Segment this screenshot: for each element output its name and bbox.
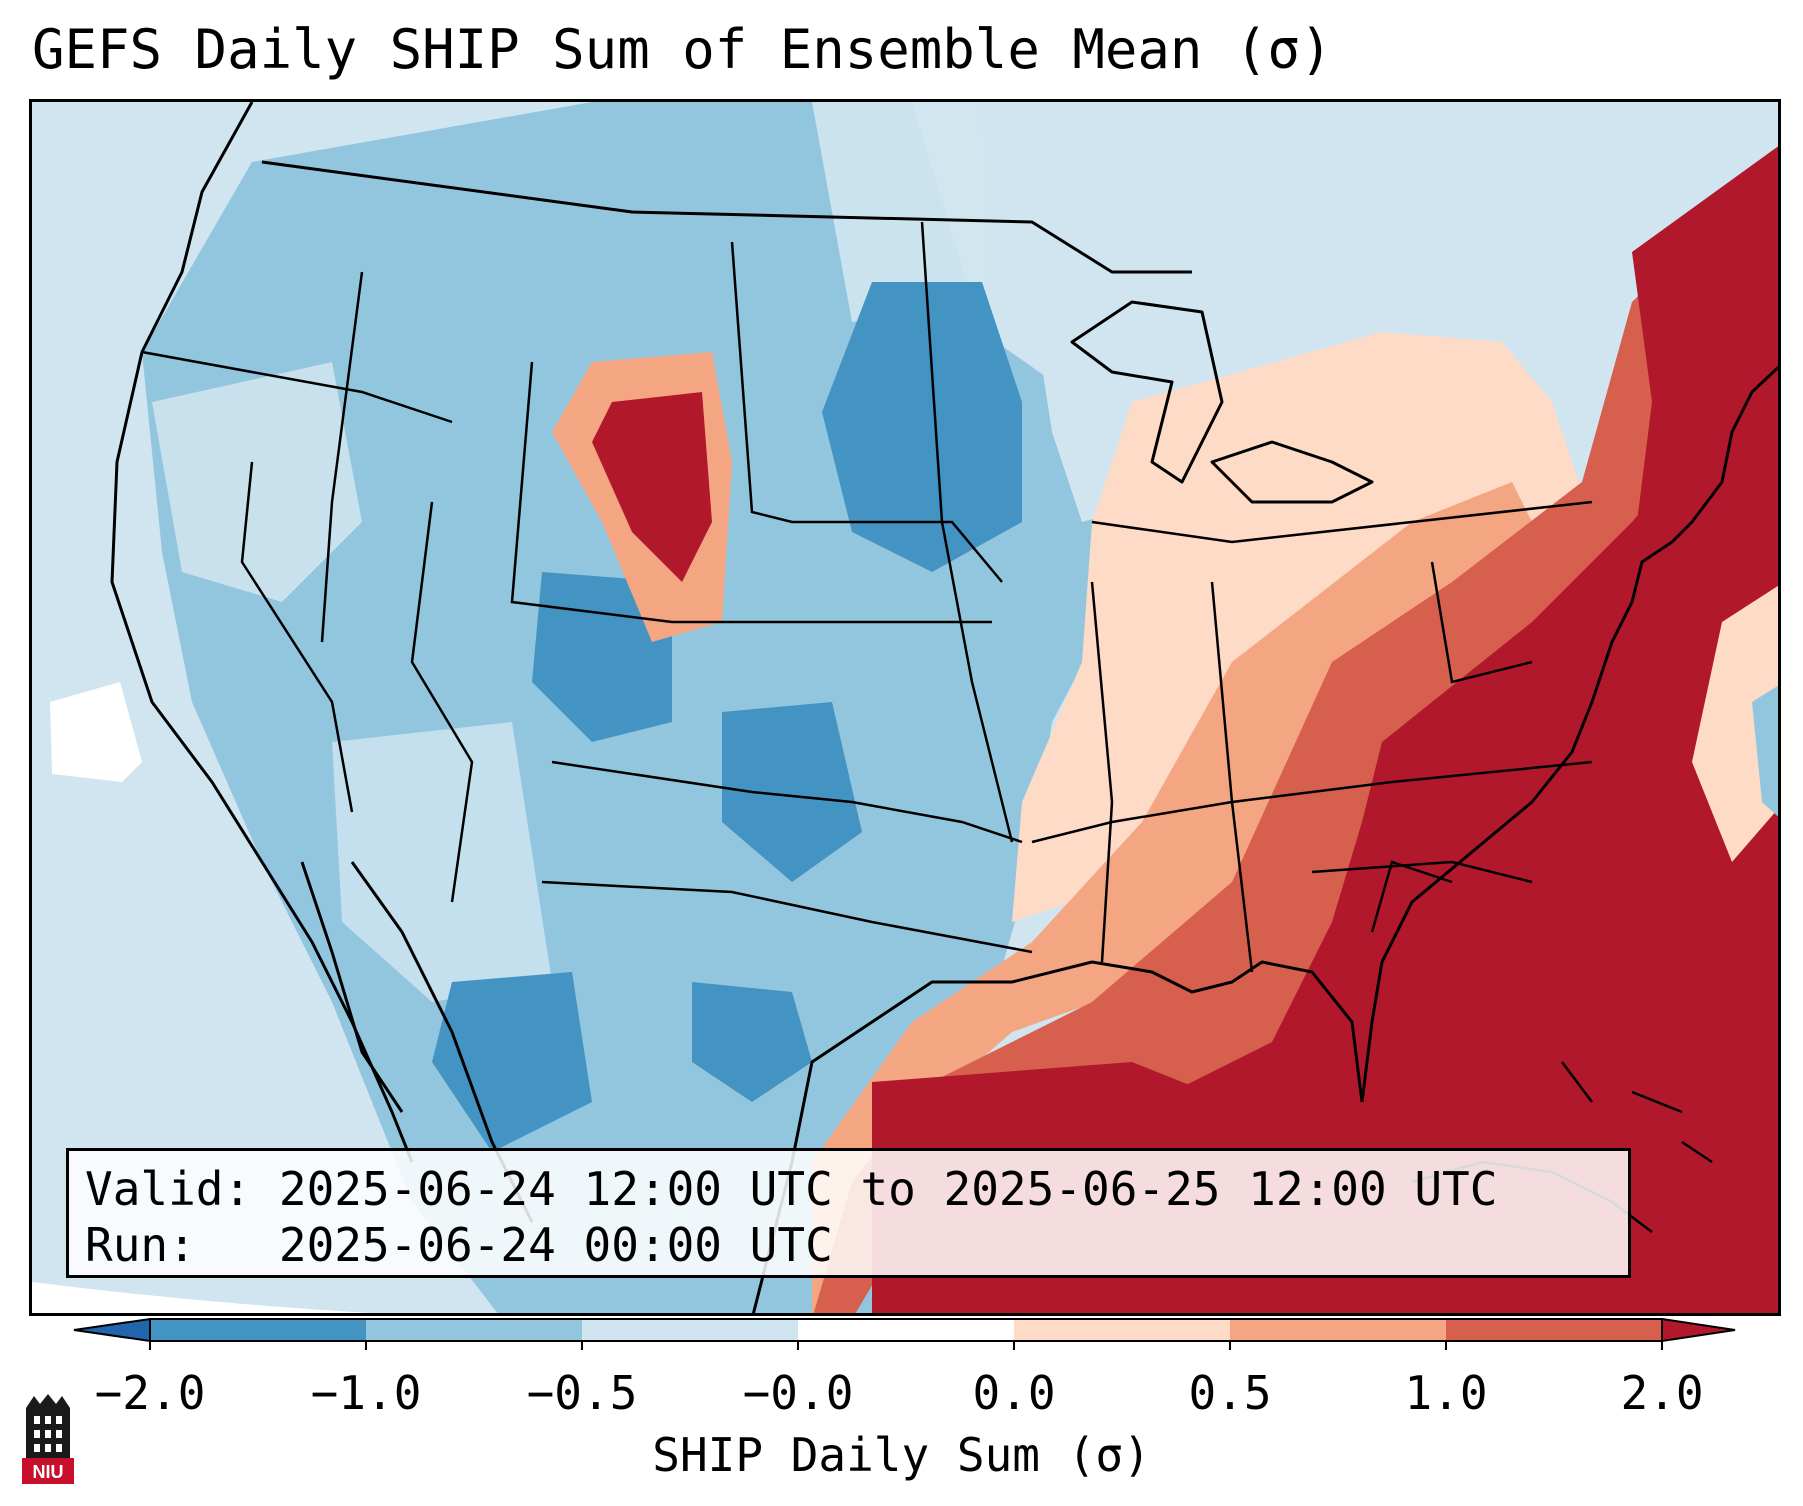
logo-windows bbox=[34, 1416, 62, 1452]
colorbar-extend-high bbox=[1661, 1317, 1736, 1343]
state-line-11 bbox=[1090, 581, 1114, 963]
canada-border bbox=[261, 160, 1192, 274]
state-line-14 bbox=[1311, 860, 1533, 884]
atlantic-coast bbox=[1360, 365, 1778, 1103]
valid-value: 2025-06-24 12:00 UTC to 2025-06-25 12:00… bbox=[278, 1162, 1498, 1216]
tick-label-8: 2.0 bbox=[1620, 1366, 1704, 1420]
state-line-5 bbox=[510, 361, 992, 624]
logo-banner bbox=[22, 1458, 74, 1484]
valid-run-info-box: Valid: 2025-06-24 12:00 UTC to 2025-06-2… bbox=[66, 1148, 1631, 1278]
field-light-blue-sw bbox=[332, 722, 552, 1002]
field-light-blue-north bbox=[812, 102, 992, 322]
field-deep-blue-co bbox=[532, 572, 672, 742]
field-dark-red-se bbox=[873, 340, 1778, 1313]
ship-field-map bbox=[32, 102, 1778, 1313]
field-deep-blue-mn bbox=[822, 282, 1022, 572]
map-panel bbox=[29, 99, 1781, 1316]
run-value: 2025-06-24 00:00 UTC bbox=[278, 1218, 833, 1272]
baja-coast bbox=[300, 861, 404, 1113]
state-line-8 bbox=[920, 221, 1014, 843]
niu-logo: NIU bbox=[22, 1394, 74, 1484]
chart-title: GEFS Daily SHIP Sum of Ensemble Mean (σ) bbox=[32, 18, 1333, 81]
colorbar-bin-7 bbox=[1446, 1319, 1662, 1341]
field-blue-patch-atlantic bbox=[1752, 685, 1778, 817]
colorbar-bin-3 bbox=[582, 1319, 798, 1341]
state-line-16 bbox=[1370, 860, 1453, 933]
tick-label-2: −1.0 bbox=[310, 1366, 422, 1420]
coastlines bbox=[110, 102, 1778, 1313]
state-line-3 bbox=[320, 271, 364, 643]
state-line-6 bbox=[551, 760, 1023, 844]
tick-label-1: −2.0 bbox=[94, 1366, 206, 1420]
tick-label-6: 0.5 bbox=[1188, 1366, 1272, 1420]
state-line-12 bbox=[1210, 581, 1254, 973]
colorbar-extend-low bbox=[73, 1317, 151, 1343]
field-dark-red-ne bbox=[1632, 146, 1778, 662]
field-light-blue-west bbox=[152, 362, 362, 602]
projection-edge bbox=[32, 1282, 371, 1313]
gulf-coast bbox=[751, 960, 1364, 1313]
colorbar-label: SHIP Daily Sum (σ) bbox=[652, 1428, 1151, 1482]
colorbar-bin-2 bbox=[366, 1319, 582, 1341]
tick-label-7: 1.0 bbox=[1404, 1366, 1488, 1420]
state-line-2 bbox=[240, 461, 354, 813]
state-line-1 bbox=[141, 350, 453, 424]
colorbar-outline bbox=[149, 1318, 1663, 1342]
tick-label-4: −0.0 bbox=[742, 1366, 854, 1420]
valid-label: Valid: bbox=[85, 1162, 252, 1216]
run-label: Run: bbox=[85, 1218, 196, 1272]
colorbar bbox=[73, 1317, 1736, 1350]
logo-text: NIU bbox=[33, 1462, 64, 1482]
field-light-patch-atlantic bbox=[1692, 585, 1778, 862]
logo-tower bbox=[26, 1394, 70, 1458]
tick-label-5: 0.0 bbox=[972, 1366, 1056, 1420]
state-line-4 bbox=[410, 501, 474, 903]
field-red-east bbox=[813, 157, 1778, 1313]
field-deep-blue-mx2 bbox=[692, 982, 812, 1102]
field-white-patch bbox=[50, 682, 142, 782]
state-line-7 bbox=[730, 241, 1003, 583]
tick-label-3: −0.5 bbox=[526, 1366, 638, 1420]
colorbar-bin-1 bbox=[150, 1319, 366, 1341]
colorbar-bin-5 bbox=[1014, 1319, 1230, 1341]
state-line-15 bbox=[1430, 561, 1533, 684]
state-borders bbox=[141, 221, 1593, 973]
field-deep-blue-mx bbox=[432, 972, 592, 1152]
bahamas-outline bbox=[1561, 1061, 1713, 1164]
colorbar-bin-6 bbox=[1230, 1319, 1446, 1341]
state-line-13 bbox=[1091, 500, 1593, 544]
field-red-wy bbox=[592, 392, 712, 582]
colorbar-bin-4 bbox=[798, 1319, 1014, 1341]
great-lakes bbox=[1070, 300, 1374, 504]
state-line-9 bbox=[541, 880, 1033, 954]
colorbar-ticks bbox=[149, 1341, 1663, 1350]
field-deep-blue-ok bbox=[722, 702, 862, 882]
